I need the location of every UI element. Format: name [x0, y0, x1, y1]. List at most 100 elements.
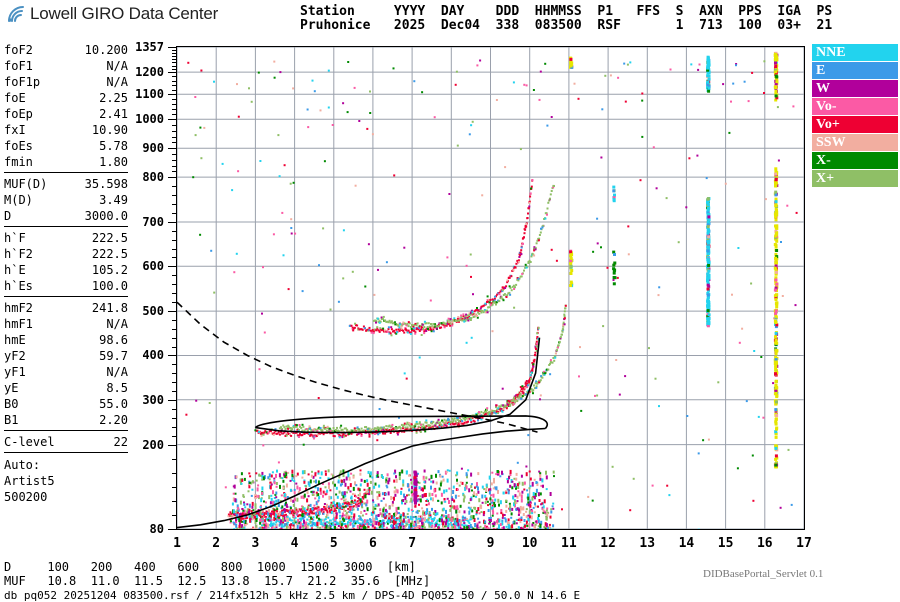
y-tick-label: 1000 — [135, 112, 164, 126]
x-tick-label: 10 — [522, 536, 538, 551]
x-tick-label: 15 — [718, 536, 734, 551]
param-key: foF1 — [4, 58, 33, 74]
legend-item-vo-[interactable]: Vo+ — [812, 116, 898, 134]
param-key: hmF2 — [4, 300, 33, 316]
legend-item-label: W — [816, 81, 830, 96]
x-tick-label: 4 — [291, 536, 299, 551]
x-tick-label: 8 — [447, 536, 455, 551]
brand-logo-text: Lowell GIRO Data Center — [30, 4, 218, 24]
legend-item-vo-[interactable]: Vo- — [812, 98, 898, 116]
auto-name: Artist5 — [4, 473, 128, 489]
y-tick-label: 200 — [142, 438, 164, 452]
y-tick-mark — [168, 529, 176, 530]
auto-code: 500200 — [4, 489, 128, 505]
y-tick-label: 900 — [142, 141, 164, 155]
x-tick-label: 6 — [369, 536, 377, 551]
y-tick-label: 1200 — [135, 65, 164, 79]
x-tick-label: 12 — [600, 536, 616, 551]
y-tick-label: 1100 — [135, 87, 164, 101]
y-tick-mark — [168, 47, 176, 48]
param-key: h`F2 — [4, 246, 33, 262]
x-tick-label: 5 — [330, 536, 338, 551]
param-key: yF1 — [4, 364, 26, 380]
param-divider — [4, 172, 128, 173]
y-tick-label: 800 — [142, 170, 164, 184]
param-divider — [4, 430, 128, 431]
x-tick-label: 1 — [173, 536, 181, 551]
param-key: foE — [4, 90, 26, 106]
x-tick-label: 14 — [679, 536, 695, 551]
param-key: yF2 — [4, 348, 26, 364]
param-key: M(D) — [4, 192, 33, 208]
y-tick-label: 300 — [142, 393, 164, 407]
param-divider — [4, 452, 128, 453]
legend-item-e[interactable]: E — [812, 62, 898, 80]
legend-item-ssw[interactable]: SSW — [812, 134, 898, 152]
legend-item-x-[interactable]: X+ — [812, 170, 898, 188]
param-divider — [4, 226, 128, 227]
y-tick-label: 600 — [142, 259, 164, 273]
legend-item-nne[interactable]: NNE — [812, 44, 898, 62]
legend-item-label: X+ — [816, 171, 834, 186]
param-key: C-level — [4, 434, 55, 450]
param-key: MUF(D) — [4, 176, 47, 192]
param-key: h`Es — [4, 278, 33, 294]
header-values: Pruhonice 2025 Dec04 338 083500 RSF 1 71… — [300, 18, 832, 33]
param-key: B1 — [4, 412, 18, 428]
param-key: foEp — [4, 106, 33, 122]
observation-header: Station YYYY DAY DDD HHMMSS P1 FFS S AXN… — [300, 5, 832, 33]
y-tick-label: 700 — [142, 215, 164, 229]
x-tick-label: 7 — [408, 536, 416, 551]
param-key: h`E — [4, 262, 26, 278]
x-tick-label: 9 — [487, 536, 495, 551]
footer-servlet-version: DIDBasePortal_Servlet 0.1 — [703, 568, 823, 580]
x-tick-label: 16 — [757, 536, 773, 551]
legend-item-label: NNE — [816, 45, 846, 60]
y-tick-label: 80 — [150, 522, 164, 536]
y-axis-ticks — [168, 46, 176, 530]
y-tick-label: 500 — [142, 304, 164, 318]
x-tick-label: 11 — [561, 536, 577, 551]
param-key: D — [4, 208, 11, 224]
param-key: B0 — [4, 396, 18, 412]
param-key: foEs — [4, 138, 33, 154]
param-key: h`F — [4, 230, 26, 246]
param-key: hmF1 — [4, 316, 33, 332]
x-tick-label: 17 — [796, 536, 812, 551]
legend-item-w[interactable]: W — [812, 80, 898, 98]
legend-item-x-[interactable]: X- — [812, 152, 898, 170]
legend-item-label: X- — [816, 153, 831, 168]
ionogram-plot[interactable] — [176, 46, 805, 530]
autoscaling-info: Auto: Artist5 500200 — [4, 457, 128, 505]
brand-logo[interactable]: Lowell GIRO Data Center — [6, 4, 218, 24]
